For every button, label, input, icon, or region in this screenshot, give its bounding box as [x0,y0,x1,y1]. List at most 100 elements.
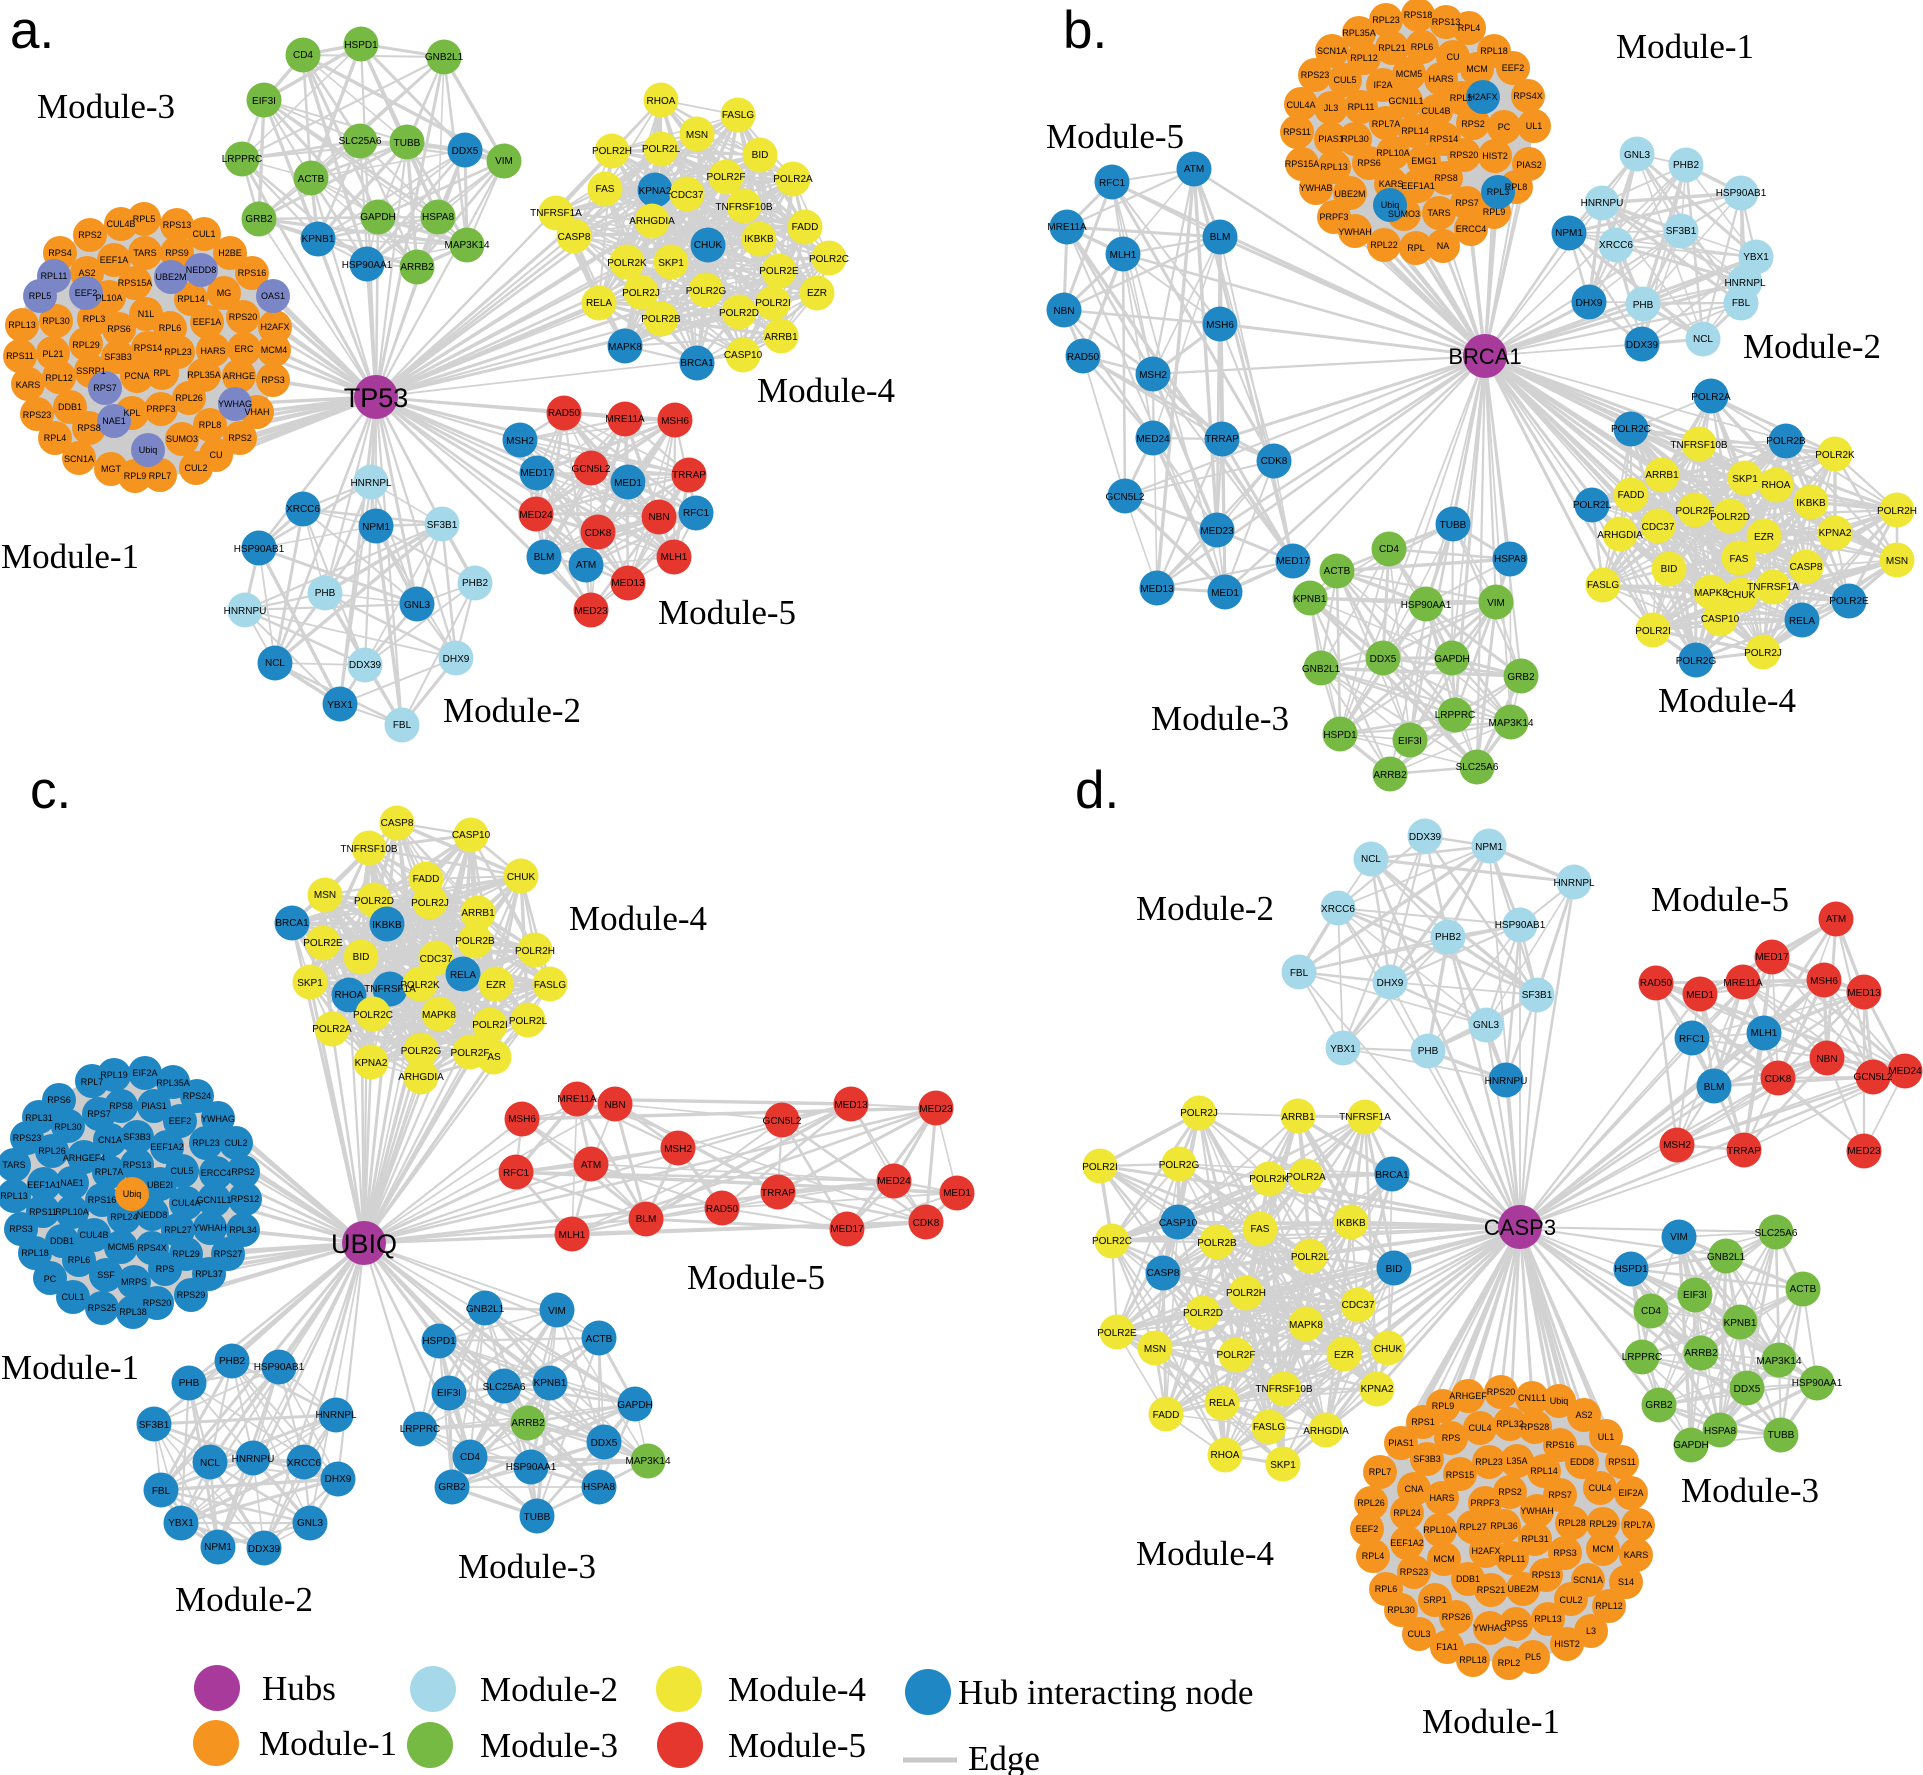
svg-text:PIAS1: PIAS1 [141,1101,167,1111]
svg-text:RPL7A: RPL7A [95,1167,124,1177]
svg-text:RPS24: RPS24 [183,1091,212,1101]
svg-text:TARS: TARS [1427,208,1450,218]
svg-text:PRPF3: PRPF3 [146,404,175,414]
svg-text:GCN1L1: GCN1L1 [1388,96,1423,106]
svg-text:PRPF3: PRPF3 [1319,212,1348,222]
svg-text:MAP3K14: MAP3K14 [444,240,489,251]
svg-text:POLR2K: POLR2K [1249,1174,1289,1185]
svg-text:CHUK: CHUK [694,240,723,251]
svg-text:FASLG: FASLG [1253,1422,1285,1433]
svg-text:MG: MG [217,288,232,298]
svg-text:SCN1A: SCN1A [1317,46,1347,56]
svg-text:PHB2: PHB2 [1435,932,1462,943]
svg-text:Module-5: Module-5 [687,1258,825,1297]
svg-text:MLH1: MLH1 [1110,250,1137,261]
svg-text:DDX39: DDX39 [1626,340,1659,351]
svg-text:TUBB: TUBB [1768,1430,1795,1441]
svg-text:POLR2K: POLR2K [607,258,647,269]
svg-text:EDD8: EDD8 [1570,1457,1594,1467]
svg-text:RPL2: RPL2 [1498,1658,1521,1668]
svg-text:FBL: FBL [1732,298,1751,309]
svg-text:HARS: HARS [1429,1493,1454,1503]
svg-text:RPS15A: RPS15A [118,278,153,288]
svg-text:RPS8: RPS8 [109,1101,133,1111]
svg-text:RPL8: RPL8 [1505,182,1528,192]
svg-text:RAD50: RAD50 [1640,978,1673,989]
svg-text:ARRB1: ARRB1 [764,332,798,343]
svg-text:Hub interacting node: Hub interacting node [958,1673,1253,1712]
svg-text:RPL4: RPL4 [1458,23,1481,33]
svg-text:YWHAH: YWHAH [1520,1506,1554,1516]
svg-text:EZR: EZR [1334,1350,1354,1361]
svg-text:MGT: MGT [101,464,121,474]
svg-text:RELA: RELA [586,298,612,309]
svg-text:AS2: AS2 [1575,1410,1592,1420]
svg-text:FADD: FADD [413,874,440,885]
svg-text:RPL18: RPL18 [1459,1655,1487,1665]
svg-text:Module-1: Module-1 [1,1348,139,1387]
svg-text:MRPS: MRPS [121,1277,147,1287]
svg-text:RPL23: RPL23 [192,1138,220,1148]
svg-text:POLR2B: POLR2B [455,936,495,947]
svg-text:POLR2C: POLR2C [353,1010,393,1021]
svg-text:HIST2: HIST2 [1482,151,1508,161]
svg-text:SLC25A6: SLC25A6 [1755,1228,1798,1239]
svg-text:Module-3: Module-3 [1151,699,1289,738]
svg-text:NAE1: NAE1 [102,416,126,426]
svg-text:BID: BID [1661,564,1678,575]
svg-text:CASP10: CASP10 [1701,614,1740,625]
svg-text:NBN: NBN [604,1100,625,1111]
svg-text:GCN1L1: GCN1L1 [196,1195,231,1205]
svg-text:RFC1: RFC1 [1099,178,1126,189]
svg-text:CUL4B: CUL4B [79,1230,108,1240]
svg-text:TNFRSF10B: TNFRSF10B [340,844,398,855]
svg-text:MAPK8: MAPK8 [1289,1320,1323,1331]
svg-text:RPL35A: RPL35A [187,370,221,380]
svg-text:EEF1A: EEF1A [100,255,129,265]
svg-text:CHUK: CHUK [1727,590,1756,601]
svg-text:Module-4: Module-4 [757,371,895,410]
svg-text:POLR2H: POLR2H [1226,1288,1266,1299]
svg-text:AS2: AS2 [78,268,95,278]
svg-text:NPM1: NPM1 [1555,228,1583,239]
svg-text:POLR2C: POLR2C [809,254,849,265]
svg-text:RPS15: RPS15 [1446,1470,1475,1480]
svg-text:SRP1: SRP1 [1423,1595,1447,1605]
svg-text:MED1: MED1 [943,1188,971,1199]
svg-text:PIAS1: PIAS1 [1388,1438,1414,1448]
svg-text:MED24: MED24 [877,1176,911,1187]
svg-text:RPS3: RPS3 [261,375,285,385]
svg-text:RPL29: RPL29 [172,1249,200,1259]
svg-text:RPS4X: RPS4X [1513,91,1543,101]
svg-text:Module-2: Module-2 [480,1670,618,1709]
svg-text:CASP8: CASP8 [558,232,591,243]
svg-text:DDB1: DDB1 [1456,1574,1480,1584]
svg-text:GCN5L2: GCN5L2 [1106,492,1145,503]
svg-text:HSP90AA1: HSP90AA1 [1401,600,1452,611]
svg-text:RPS18: RPS18 [1404,10,1433,20]
svg-text:MED23: MED23 [574,606,608,617]
svg-text:NPM1: NPM1 [362,522,390,533]
svg-text:CU: CU [210,450,223,460]
svg-text:EIF3I: EIF3I [252,96,276,107]
svg-text:GNB2L1: GNB2L1 [466,1304,505,1315]
svg-text:HSP90AB1: HSP90AB1 [254,1362,305,1373]
svg-text:KARS: KARS [1379,179,1404,189]
svg-text:Module-2: Module-2 [1136,889,1274,928]
svg-text:TUBB: TUBB [1440,520,1467,531]
svg-text:MSN: MSN [1886,556,1908,567]
svg-text:ATM: ATM [576,560,596,571]
svg-text:KPL: KPL [123,408,140,418]
svg-text:MSH6: MSH6 [1206,320,1234,331]
svg-text:TRRAP: TRRAP [1205,434,1239,445]
svg-text:HNRNPL: HNRNPL [350,478,392,489]
svg-text:GCN5L2: GCN5L2 [1854,1072,1893,1083]
svg-text:RPS7: RPS7 [1548,1490,1572,1500]
svg-text:H2AFX: H2AFX [1468,92,1497,102]
svg-text:ERCC4: ERCC4 [201,1168,232,1178]
svg-text:ERCC4: ERCC4 [1456,224,1487,234]
svg-text:RPL14: RPL14 [177,294,205,304]
svg-text:RPL30: RPL30 [1387,1605,1415,1615]
svg-text:CDC37: CDC37 [420,954,453,965]
svg-text:RPS7: RPS7 [1455,198,1479,208]
